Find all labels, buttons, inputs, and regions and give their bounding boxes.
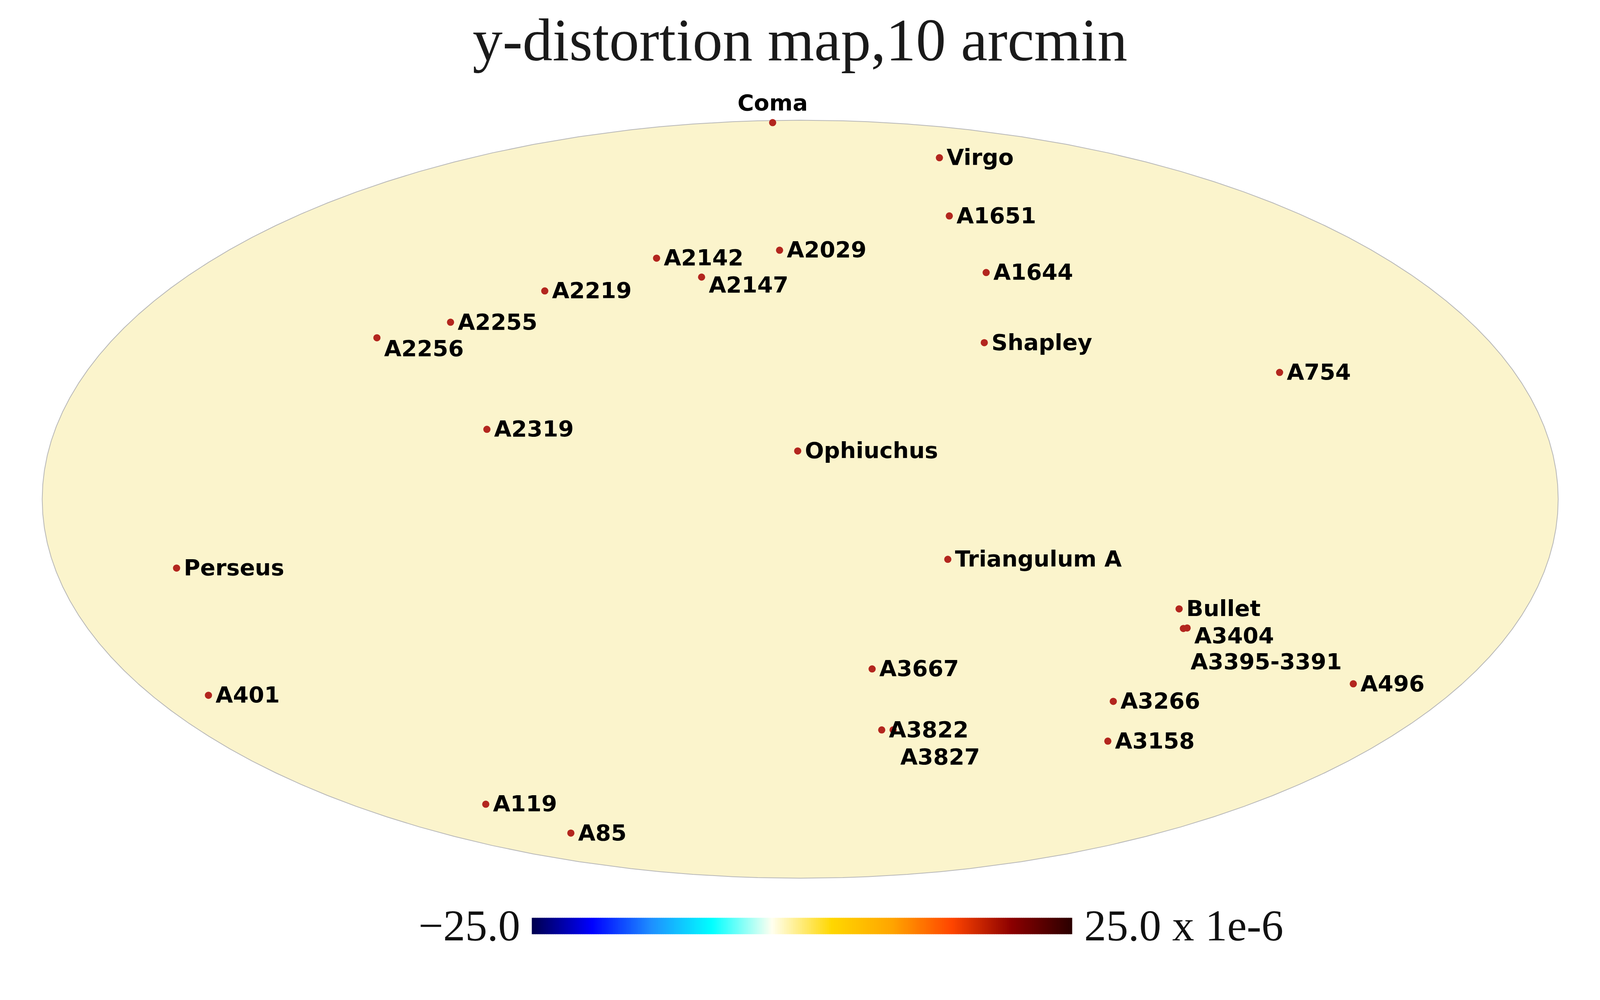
svg-text:A2256: A2256 bbox=[384, 335, 464, 362]
svg-text:A119: A119 bbox=[492, 790, 557, 817]
html-text:y-distortion map,10 arcmin: y-distortion map,10 arcmin bbox=[472, 6, 1128, 74]
svg-text:A1651: A1651 bbox=[956, 202, 1036, 229]
svg-text:A3158: A3158 bbox=[1115, 727, 1195, 754]
svg-text:A3827: A3827 bbox=[900, 743, 980, 770]
svg-text:25.0 x 1e-6: 25.0 x 1e-6 bbox=[1084, 901, 1284, 950]
svg-text:A496: A496 bbox=[1360, 670, 1425, 697]
svg-text:A754: A754 bbox=[1286, 358, 1351, 385]
svg-text:A2255: A2255 bbox=[457, 308, 538, 335]
svg-text:A401: A401 bbox=[215, 681, 280, 708]
svg-text:A1644: A1644 bbox=[993, 258, 1073, 285]
svg-text:A3266: A3266 bbox=[1120, 687, 1200, 714]
svg-text:A85: A85 bbox=[578, 819, 627, 846]
svg-text:Triangulum A: Triangulum A bbox=[955, 545, 1122, 572]
svg-text:Ophiuchus: Ophiuchus bbox=[804, 437, 938, 464]
svg-text:A2142: A2142 bbox=[663, 244, 744, 271]
svg-text:A2319: A2319 bbox=[494, 415, 574, 442]
svg-text:Perseus: Perseus bbox=[183, 554, 284, 581]
svg-text:A3395-3391: A3395-3391 bbox=[1190, 648, 1342, 675]
svg-text:A3404: A3404 bbox=[1194, 622, 1274, 649]
svg-text:Shapley: Shapley bbox=[991, 329, 1093, 356]
svg-text:A3667: A3667 bbox=[879, 655, 959, 682]
svg-text:Bullet: Bullet bbox=[1186, 595, 1261, 622]
svg-text:A3822: A3822 bbox=[888, 716, 969, 743]
svg-text:−25.0: −25.0 bbox=[418, 901, 521, 950]
svg-text:Virgo: Virgo bbox=[946, 144, 1014, 170]
svg-text:A2219: A2219 bbox=[552, 277, 632, 304]
svg-text:A2147: A2147 bbox=[708, 271, 789, 298]
svg-text:Coma: Coma bbox=[737, 89, 808, 116]
svg-text:A2029: A2029 bbox=[786, 236, 867, 263]
